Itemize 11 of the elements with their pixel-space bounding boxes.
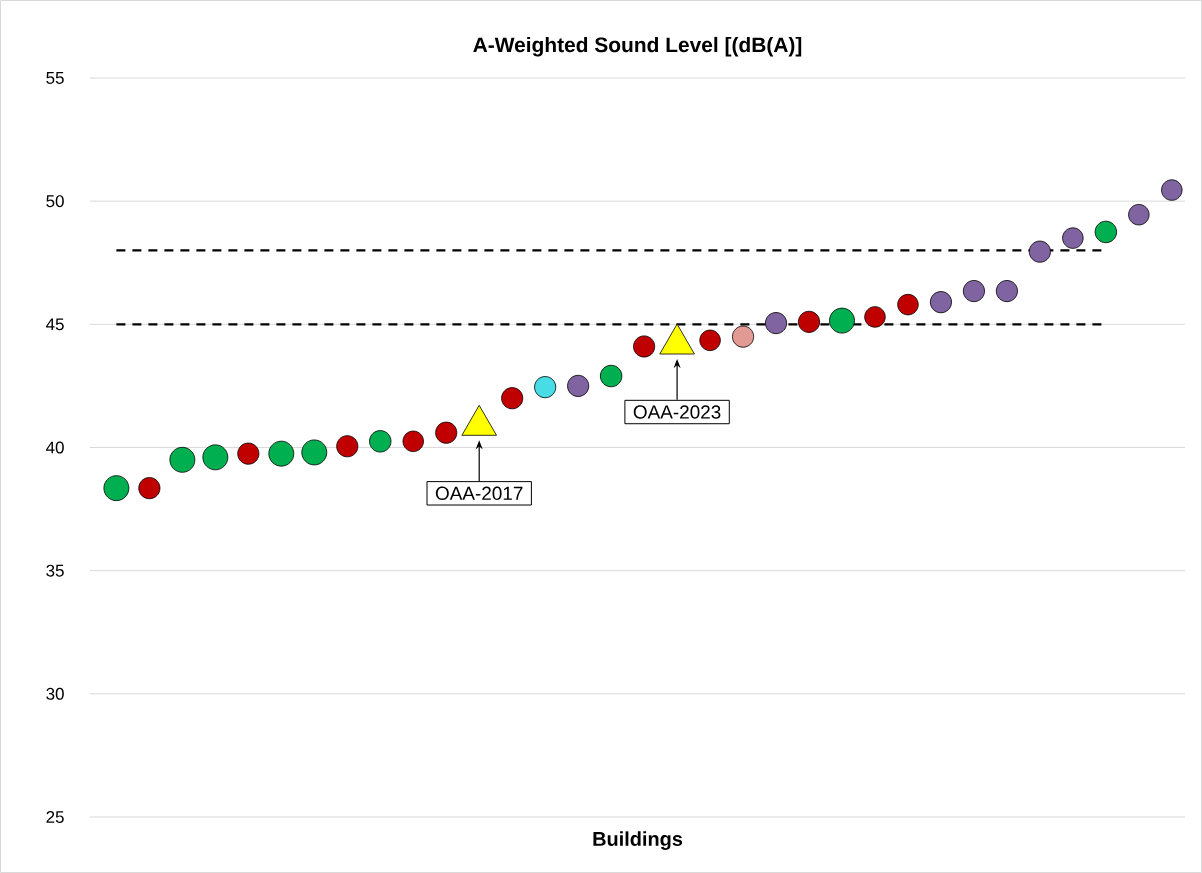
annotation: OAA-2017: [435, 486, 523, 501]
y-tick-label: 35: [46, 564, 64, 577]
x-axis-title: Buildings: [593, 831, 683, 850]
y-tick-label: 30: [46, 687, 64, 700]
y-tick-label: 40: [46, 441, 64, 454]
y-tick-label: 25: [46, 810, 64, 823]
annotation: OAA-2023: [633, 405, 721, 419]
y-tick-label: 55: [46, 72, 64, 84]
y-tick-label: 45: [46, 318, 64, 331]
y-tick-label: 50: [46, 195, 64, 208]
chart-title: A-Weighted Sound Level [(dB(A)]: [473, 36, 802, 57]
